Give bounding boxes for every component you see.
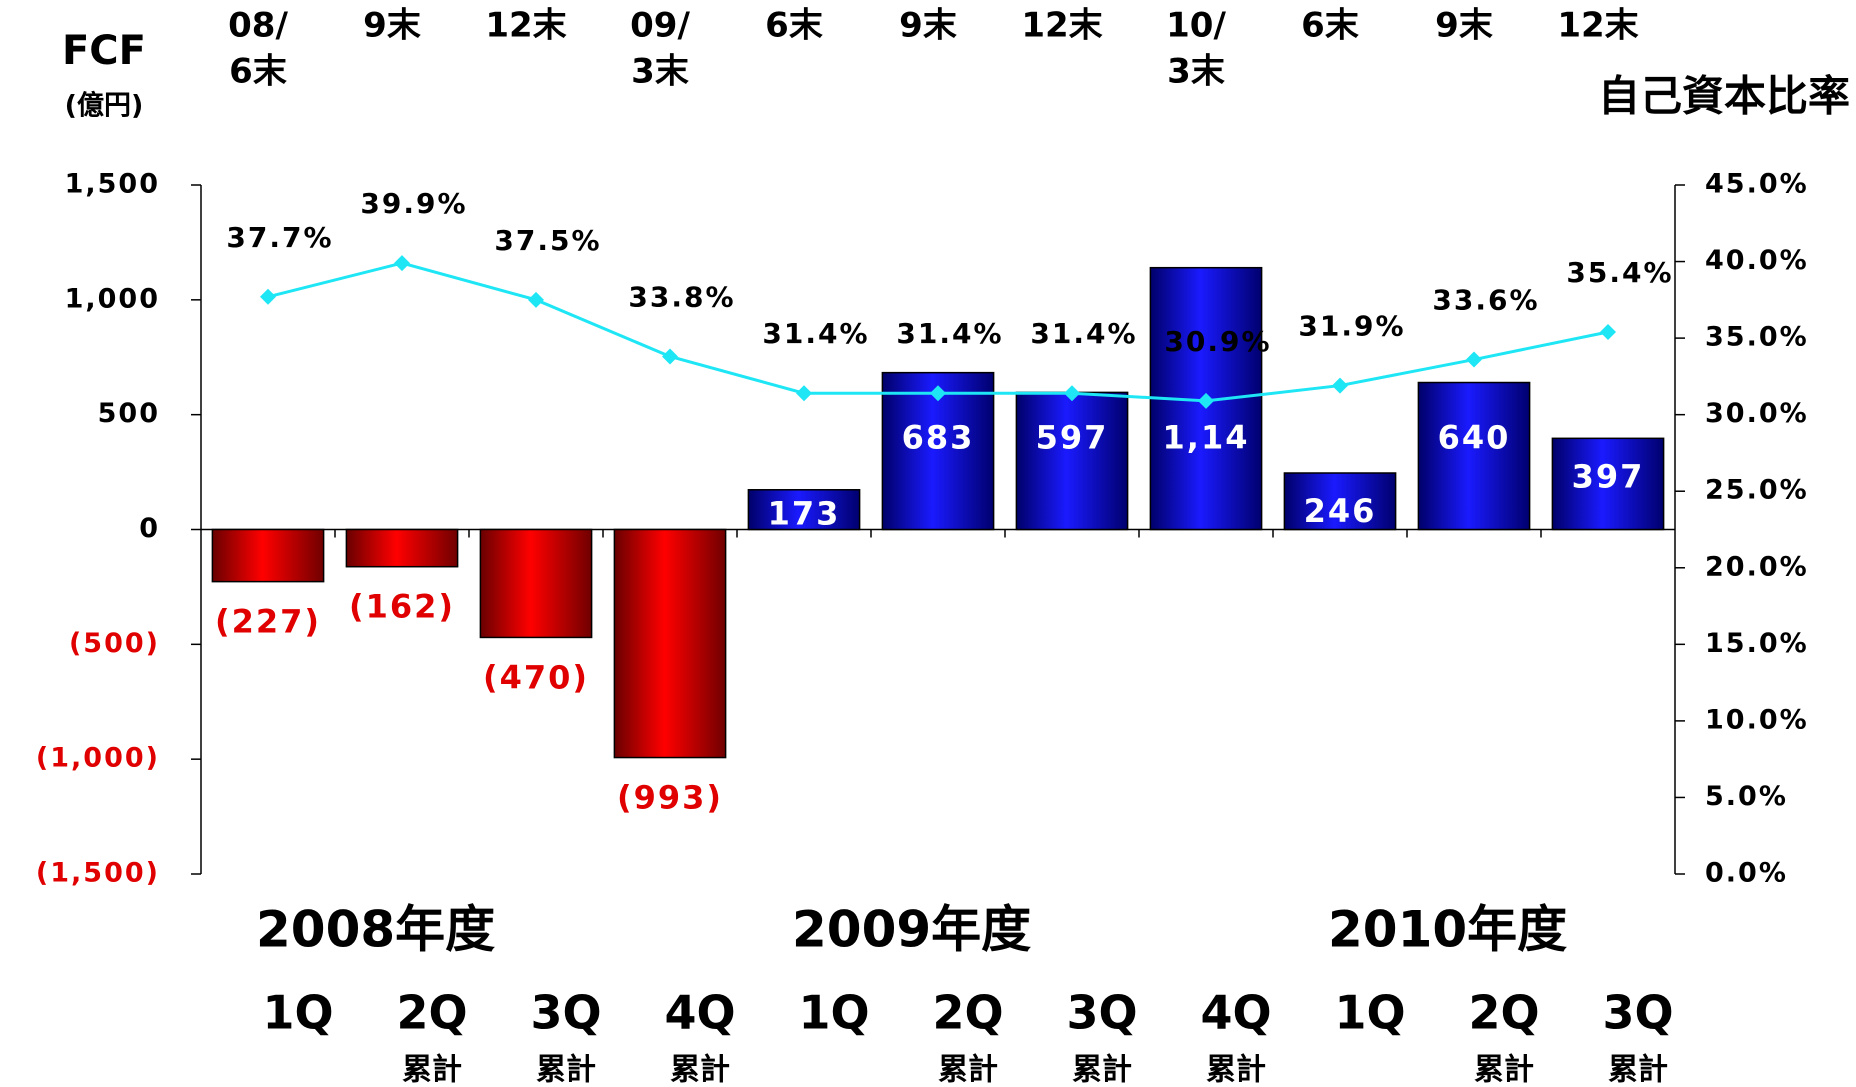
line-marker (528, 291, 544, 308)
bar-value-label: 173 (768, 495, 841, 533)
x-sub-label: 累計 (402, 1053, 462, 1087)
line-value-label: 35.4% (1566, 256, 1673, 289)
period-label: 12末 (485, 6, 566, 46)
line-marker (662, 348, 678, 365)
bar-value-label: 397 (1572, 457, 1645, 495)
x-tick-label: 2Q (396, 986, 467, 1040)
y2-tick-label: 15.0% (1705, 628, 1809, 659)
y2-tick-label: 5.0% (1705, 781, 1788, 812)
bar-value-label: 597 (1036, 419, 1109, 457)
left-axis-title: FCF (62, 28, 146, 74)
line-marker (260, 288, 276, 305)
bar (345, 528, 459, 568)
x-sub-label: 累計 (1072, 1053, 1132, 1087)
bar (1551, 437, 1665, 531)
line-marker (1600, 323, 1616, 340)
x-sub-label: 累計 (536, 1053, 596, 1087)
fiscal-year-label: 2010年度 (1328, 901, 1567, 959)
line-value-label: 31.9% (1298, 310, 1405, 343)
period-label: 6末 (1301, 6, 1359, 46)
right-axis-title: 自己資本比率 (1598, 72, 1850, 121)
period-label: 9末 (899, 6, 957, 46)
fiscal-year-label: 2009年度 (792, 901, 1031, 959)
x-sub-label: 累計 (1608, 1053, 1668, 1087)
x-tick-label: 3Q (1602, 986, 1673, 1040)
period-label: 6末 (765, 6, 823, 46)
bar (479, 528, 593, 639)
line-value-label: 30.9% (1164, 325, 1271, 358)
line-marker (930, 385, 946, 402)
line-marker (1466, 351, 1482, 368)
line-value-label: 33.6% (1432, 284, 1539, 317)
fiscal-year-label: 2008年度 (256, 901, 495, 959)
bar-value-label: (162) (349, 588, 455, 626)
line-value-label: 31.4% (896, 317, 1003, 350)
x-sub-label: 累計 (1206, 1053, 1266, 1087)
bar-value-label: (470) (483, 658, 589, 696)
y2-tick-label: 30.0% (1705, 398, 1809, 429)
bar-value-label: 1,14 (1163, 419, 1250, 457)
y-tick-label: (500) (69, 628, 160, 659)
line-marker (1198, 392, 1214, 409)
period-label: 3末 (631, 52, 689, 92)
y-tick-label: 1,000 (65, 283, 160, 314)
line-value-label: 37.5% (494, 224, 601, 257)
y2-tick-label: 25.0% (1705, 475, 1809, 506)
line-value-label: 31.4% (1030, 317, 1137, 350)
y2-tick-label: 0.0% (1705, 858, 1788, 889)
x-tick-label: 3Q (1066, 986, 1137, 1040)
bar (747, 489, 861, 531)
y-tick-label: 0 (139, 513, 160, 544)
x-tick-label: 3Q (530, 986, 601, 1040)
period-label: 09/ (630, 6, 690, 46)
line-marker (394, 255, 410, 272)
x-tick-label: 1Q (798, 986, 869, 1040)
line-value-label: 39.9% (360, 187, 467, 220)
period-label: 12末 (1021, 6, 1102, 46)
period-label: 9末 (1435, 6, 1493, 46)
x-sub-label: 累計 (938, 1053, 998, 1087)
period-label: 3末 (1167, 52, 1225, 92)
bar (211, 528, 325, 583)
y2-tick-label: 40.0% (1705, 245, 1809, 276)
x-tick-label: 1Q (262, 986, 333, 1040)
bar (613, 528, 727, 759)
line-value-label: 37.7% (226, 221, 333, 254)
bar (1417, 381, 1531, 531)
x-tick-label: 1Q (1334, 986, 1405, 1040)
period-label: 12末 (1557, 6, 1638, 46)
y2-tick-label: 20.0% (1705, 551, 1809, 582)
period-label: 6末 (229, 52, 287, 92)
line-marker (796, 385, 812, 402)
line-marker (1064, 385, 1080, 402)
bar-value-label: (227) (215, 603, 321, 641)
line-marker (1332, 377, 1348, 394)
left-axis-unit: (億円) (65, 91, 144, 122)
x-tick-label: 2Q (1468, 986, 1539, 1040)
x-tick-label: 4Q (664, 986, 735, 1040)
period-label: 9末 (363, 6, 421, 46)
period-label: 10/ (1166, 6, 1226, 46)
x-tick-label: 4Q (1200, 986, 1271, 1040)
bar-value-label: (993) (617, 779, 723, 817)
bar-value-label: 640 (1438, 419, 1511, 457)
line-value-label: 31.4% (762, 317, 869, 350)
x-sub-label: 累計 (1474, 1053, 1534, 1087)
y2-tick-label: 35.0% (1705, 322, 1809, 353)
line-value-label: 33.8% (628, 280, 735, 313)
bar-value-label: 246 (1304, 492, 1377, 530)
bar (1283, 472, 1397, 531)
y2-tick-label: 10.0% (1705, 704, 1809, 735)
y-tick-label: 500 (98, 398, 160, 429)
y-tick-label: (1,500) (36, 858, 160, 889)
y-tick-label: 1,500 (65, 169, 160, 200)
period-label: 08/ (228, 6, 288, 46)
y-tick-label: (1,000) (36, 743, 160, 774)
bar (1015, 391, 1129, 531)
x-tick-label: 2Q (932, 986, 1003, 1040)
x-sub-label: 累計 (670, 1053, 730, 1087)
y2-tick-label: 45.0% (1705, 169, 1809, 200)
bar-value-label: 683 (902, 419, 975, 457)
